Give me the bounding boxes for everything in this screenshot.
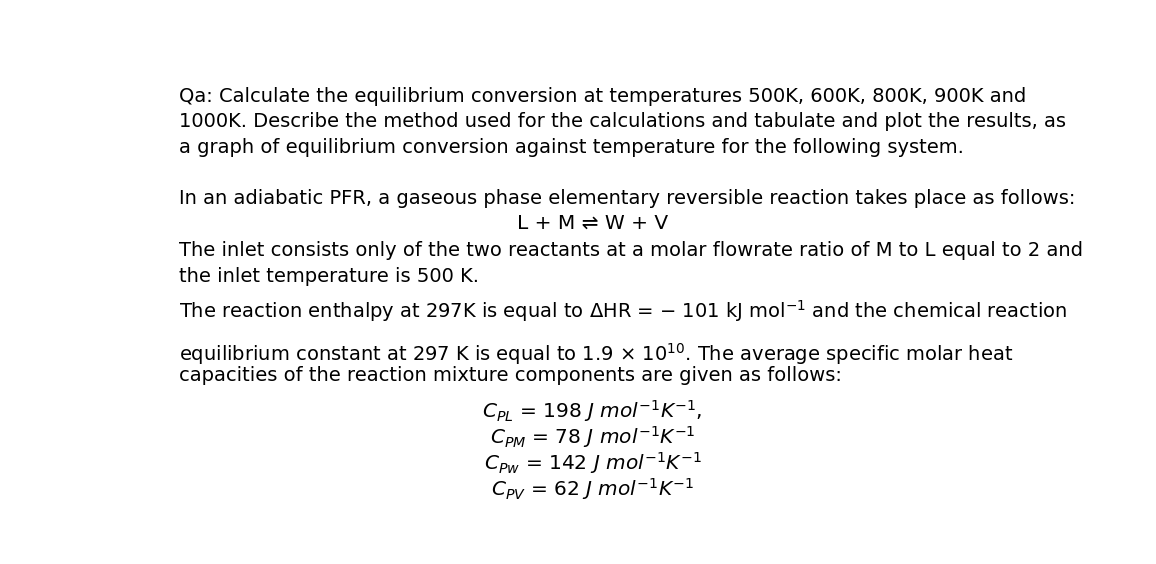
Text: equilibrium constant at 297 K is equal to 1.9 × 10$^{10}$. The average specific : equilibrium constant at 297 K is equal t…: [178, 341, 1013, 367]
Text: The inlet consists only of the two reactants at a molar flowrate ratio of M to L: The inlet consists only of the two react…: [178, 241, 1082, 261]
Text: $\mathit{C}_{Pw}$ = 142 $\mathit{J}$ $\mathit{mol}^{-1}\mathit{K}^{-1}$: $\mathit{C}_{Pw}$ = 142 $\mathit{J}$ $\m…: [483, 450, 702, 476]
Text: 1000K. Describe the method used for the calculations and tabulate and plot the r: 1000K. Describe the method used for the …: [178, 112, 1066, 131]
Text: capacities of the reaction mixture components are given as follows:: capacities of the reaction mixture compo…: [178, 366, 842, 385]
Text: $\mathit{C}_{PV}$ = 62 $\mathit{J}$ $\mathit{mol}^{-1}\mathit{K}^{-1}$: $\mathit{C}_{PV}$ = 62 $\mathit{J}$ $\ma…: [491, 476, 694, 502]
Text: the inlet temperature is 500 K.: the inlet temperature is 500 K.: [178, 267, 479, 285]
Text: The reaction enthalpy at 297K is equal to ΔHR = − 101 kJ mol$^{-1}$ and the chem: The reaction enthalpy at 297K is equal t…: [178, 298, 1067, 324]
Text: Qa: Calculate the equilibrium conversion at temperatures 500K, 600K, 800K, 900K : Qa: Calculate the equilibrium conversion…: [178, 87, 1025, 106]
Text: a graph of equilibrium conversion against temperature for the following system.: a graph of equilibrium conversion agains…: [178, 138, 963, 157]
Text: L + M ⇌ W + V: L + M ⇌ W + V: [517, 214, 668, 233]
Text: $\mathit{C}_{PM}$ = 78 $\mathit{J}$ $\mathit{mol}^{-1}\mathit{K}^{-1}$: $\mathit{C}_{PM}$ = 78 $\mathit{J}$ $\ma…: [490, 424, 695, 450]
Text: $\mathit{C}_{PL}$ = 198 $\mathit{J}$ $\mathit{mol}^{-1}\mathit{K}^{-1}$,: $\mathit{C}_{PL}$ = 198 $\mathit{J}$ $\m…: [482, 398, 703, 424]
Text: In an adiabatic PFR, a gaseous phase elementary reversible reaction takes place : In an adiabatic PFR, a gaseous phase ele…: [178, 189, 1075, 208]
